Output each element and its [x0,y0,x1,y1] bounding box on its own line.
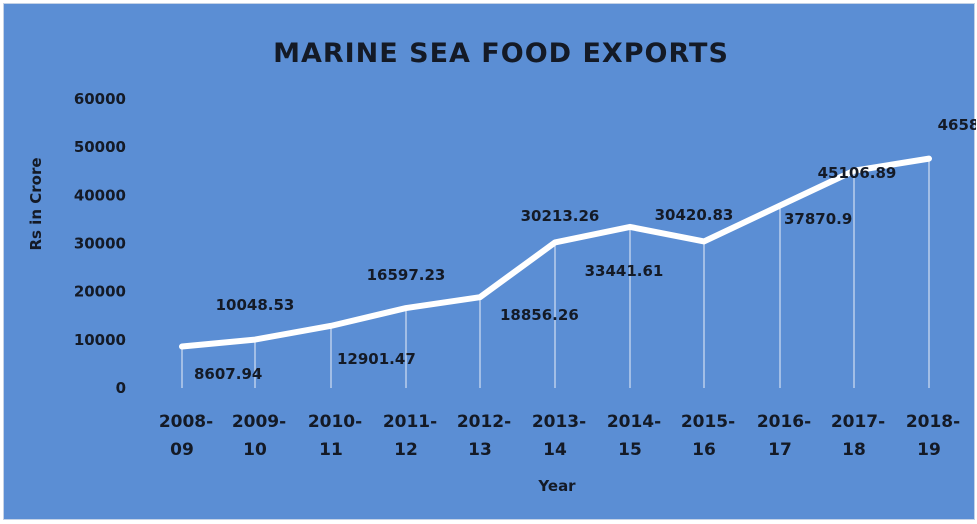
data-point [778,203,782,208]
y-axis-label: Rs in Crore [27,157,45,250]
data-point [628,224,632,229]
x-tick-label: 2009- [232,412,286,432]
y-tick-label: 20000 [74,283,126,301]
x-tick-label: 2015- [681,412,735,432]
data-point [180,344,184,349]
data-point [702,239,706,244]
data-point [253,337,257,342]
y-tick-label: 60000 [74,90,126,108]
data-label: 46589.37 [938,116,976,134]
x-tick-label: 11 [319,440,343,460]
data-label: 16597.23 [367,266,446,284]
line-chart: MARINE SEA FOOD EXPORTS Rs in Crore Year… [27,38,976,495]
data-label: 10048.53 [216,296,295,314]
data-point [927,156,931,161]
data-label: 18856.26 [500,306,579,324]
x-tick-label: 15 [618,440,642,460]
x-tick-label: 2016- [757,412,811,432]
data-point [852,168,856,173]
x-tick-label: 10 [243,440,267,460]
x-axis-label: Year [537,477,576,495]
y-tick-label: 0 [116,379,126,397]
x-tick-label: 19 [917,440,941,460]
data-point [329,323,333,328]
x-tick-label: 2017- [831,412,885,432]
chart-area: MARINE SEA FOOD EXPORTS Rs in Crore Year… [3,3,976,520]
x-tick-label: 2018- [906,412,960,432]
data-point [404,306,408,311]
data-label: 8607.94 [194,365,262,383]
data-point [553,240,557,245]
data-point [478,295,482,300]
chart-title: MARINE SEA FOOD EXPORTS [273,38,729,69]
y-tick-label: 10000 [74,331,126,349]
x-tick-label: 14 [543,440,567,460]
x-tick-label: 13 [468,440,492,460]
data-label: 37870.9 [784,210,852,228]
data-label: 33441.61 [585,262,664,280]
y-tick-label: 50000 [74,138,126,156]
x-tick-label: 2014- [607,412,661,432]
x-tick-label: 16 [692,440,716,460]
x-tick-label: 12 [394,440,418,460]
data-label: 30213.26 [521,207,600,225]
x-tick-label: 2011- [383,412,437,432]
data-label: 12901.47 [337,350,416,368]
x-tick-label: 17 [768,440,792,460]
data-label: 30420.83 [655,206,734,224]
y-tick-label: 40000 [74,186,126,204]
data-label: 45106.89 [818,164,897,182]
x-tick-label: 2012- [457,412,511,432]
x-tick-label: 2010- [308,412,362,432]
x-tick-label: 18 [842,440,866,460]
x-tick-label: 2008- [159,412,213,432]
x-tick-label: 09 [170,440,194,460]
y-tick-label: 30000 [74,235,126,253]
x-tick-label: 2013- [532,412,586,432]
